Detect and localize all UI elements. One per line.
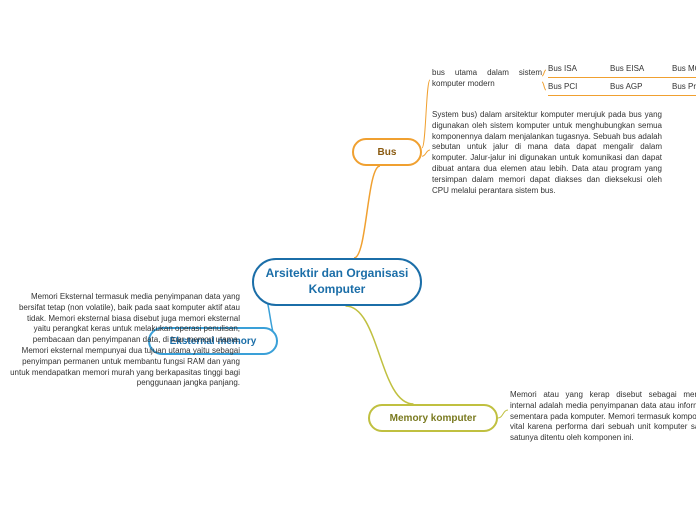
bus-type-cell: Bus Processor	[672, 78, 696, 96]
bus-type-cell: Bus MCA	[672, 60, 696, 78]
bus-type-cell: Bus PCI	[548, 78, 610, 96]
bus-type-cell: Bus AGP	[610, 78, 672, 96]
bus-label: Bus	[378, 147, 397, 158]
bus-types-grid: Bus ISABus EISABus MCA Bus PCIBus AGPBus …	[548, 60, 696, 96]
ext-description: Memori Eksternal termasuk media penyimpa…	[10, 292, 240, 389]
memory-node[interactable]: Memory komputer	[368, 404, 498, 432]
bus-node[interactable]: Bus	[352, 138, 422, 166]
mem-description: Memori atau yang kerap disebut sebagai m…	[510, 390, 696, 444]
bus-type-cell: Bus EISA	[610, 60, 672, 78]
bus-description: System bus) dalam arsitektur komputer me…	[432, 110, 662, 196]
center-label: Arsitektir dan Organisasi Komputer	[254, 266, 420, 297]
bus-intro-text: bus utama dalam sistem komputer modern	[432, 68, 542, 90]
center-node[interactable]: Arsitektir dan Organisasi Komputer	[252, 258, 422, 306]
bus-type-cell: Bus ISA	[548, 60, 610, 78]
mem-label: Memory komputer	[390, 413, 477, 424]
